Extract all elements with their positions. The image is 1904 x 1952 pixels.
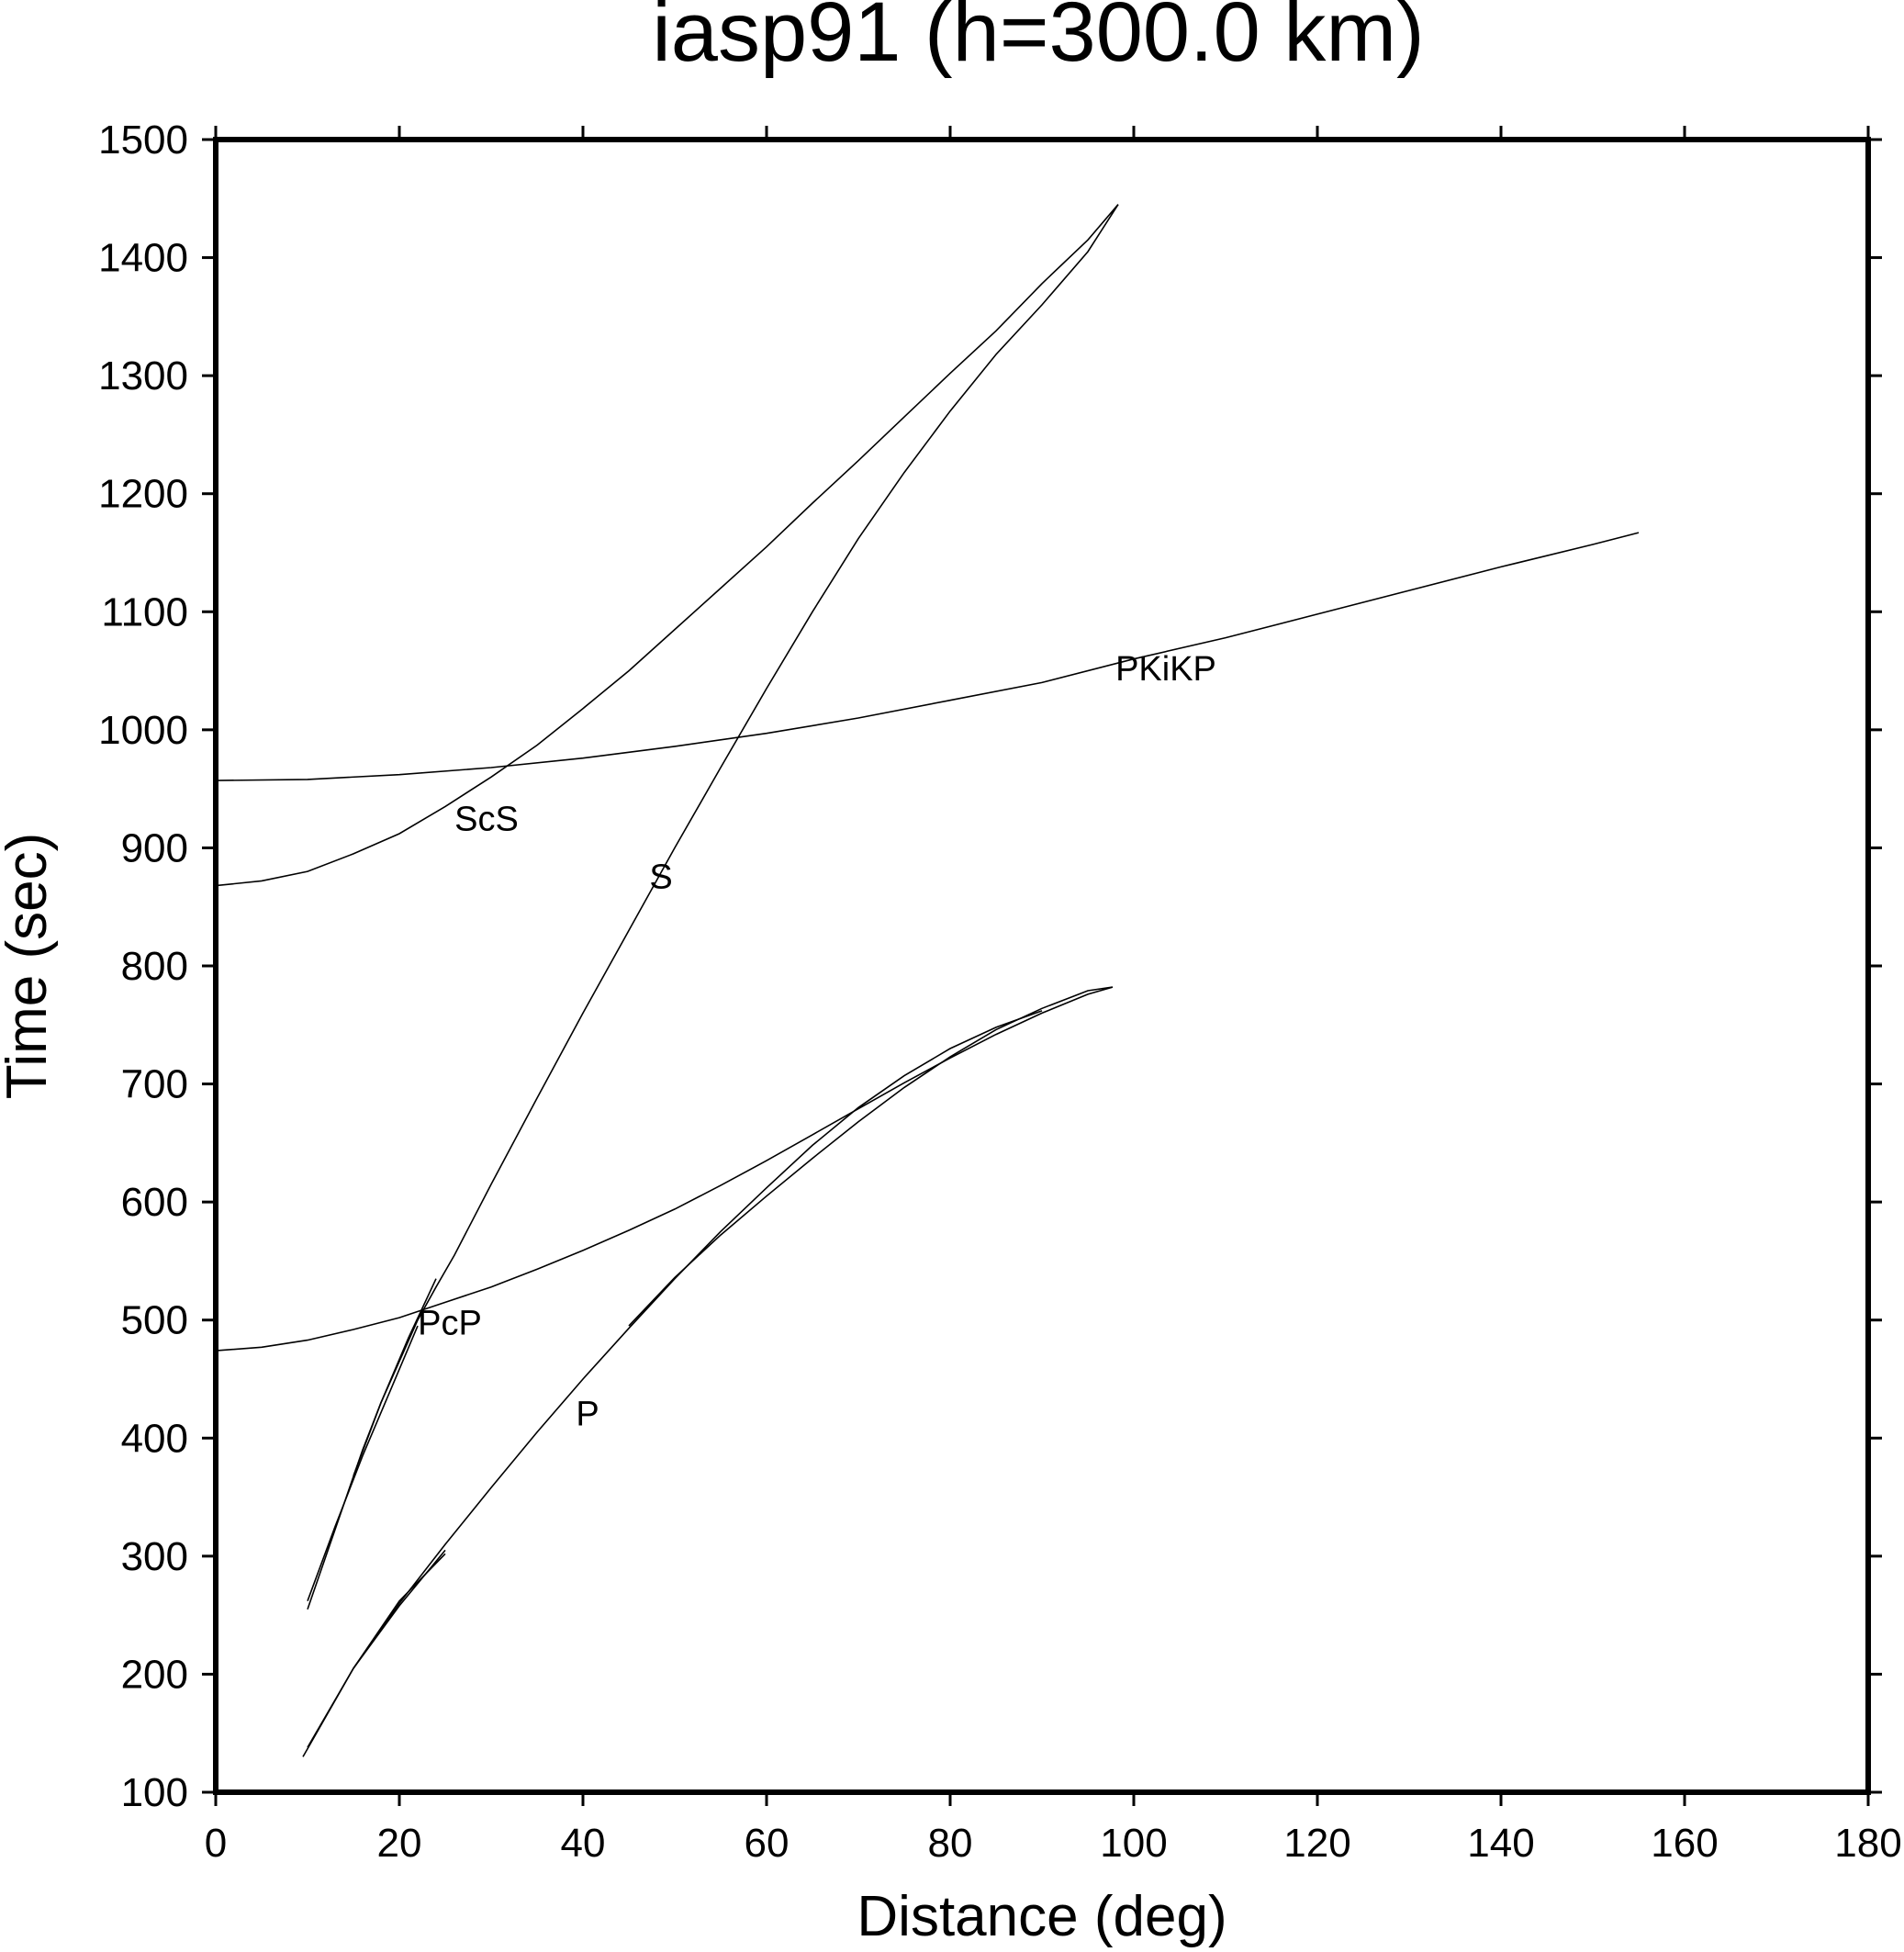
series-line-p bbox=[353, 1549, 446, 1669]
series-line-pcp bbox=[215, 986, 1114, 1352]
x-tick-label: 40 bbox=[561, 1821, 606, 1866]
x-tick-label: 120 bbox=[1283, 1821, 1350, 1866]
series-line-p bbox=[302, 1010, 1043, 1757]
y-tick-label: 1500 bbox=[98, 118, 188, 163]
y-tick-label: 1400 bbox=[98, 236, 188, 281]
x-tick-label: 60 bbox=[745, 1821, 790, 1866]
y-tick-label: 1200 bbox=[98, 472, 188, 517]
y-axis-label: Time (sec) bbox=[0, 833, 59, 1099]
phase-label-pkikp: PKiKP bbox=[1115, 650, 1216, 689]
y-tick-label: 500 bbox=[121, 1298, 188, 1343]
y-tick-label: 900 bbox=[121, 825, 188, 870]
x-tick-label: 100 bbox=[1100, 1821, 1167, 1866]
plot-frame bbox=[213, 137, 1871, 1795]
y-tick-label: 200 bbox=[121, 1652, 188, 1697]
ticks-layer bbox=[202, 126, 1882, 1806]
chart-title: iasp91 (h=300.0 km) bbox=[652, 0, 1424, 79]
y-tick-label: 800 bbox=[121, 944, 188, 989]
x-tick-label: 20 bbox=[377, 1821, 422, 1866]
y-tick-label: 300 bbox=[121, 1534, 188, 1579]
series-line-scs bbox=[215, 204, 1119, 887]
phase-label-p: P bbox=[576, 1395, 599, 1433]
y-tick-label: 600 bbox=[121, 1180, 188, 1225]
y-tick-label: 1100 bbox=[101, 589, 188, 634]
y-tick-label: 1300 bbox=[98, 353, 188, 398]
x-tick-label: 80 bbox=[928, 1821, 973, 1866]
phase-label-s: S bbox=[649, 858, 672, 896]
x-axis-label: Distance (deg) bbox=[857, 1885, 1226, 1948]
phase-label-pcp: PcP bbox=[418, 1304, 482, 1342]
series-line-pkikp bbox=[215, 532, 1640, 781]
x-tick-label: 180 bbox=[1834, 1821, 1901, 1866]
y-tick-label: 700 bbox=[121, 1062, 188, 1107]
series-line-s bbox=[307, 204, 1119, 1610]
curves-layer bbox=[215, 204, 1640, 1757]
phase-labels-layer: ScS S PKiKP PcP P bbox=[418, 650, 1216, 1433]
x-tick-label: 160 bbox=[1651, 1821, 1718, 1866]
y-tick-label: 400 bbox=[121, 1416, 188, 1461]
series-line-s bbox=[353, 1278, 437, 1476]
series-line-s bbox=[307, 1325, 419, 1601]
x-tick-label: 140 bbox=[1467, 1821, 1534, 1866]
x-tick-label: 0 bbox=[205, 1821, 227, 1866]
y-tick-label: 100 bbox=[121, 1770, 188, 1815]
tick-labels-layer: 0 20 40 60 80 100 120 140 160 180 100 200 300 400 500 6… bbox=[98, 118, 1902, 1866]
phase-label-scs: ScS bbox=[454, 800, 519, 838]
series-line-p bbox=[628, 986, 1114, 1327]
y-tick-label: 1000 bbox=[98, 708, 188, 753]
series-line-p bbox=[307, 1553, 446, 1748]
